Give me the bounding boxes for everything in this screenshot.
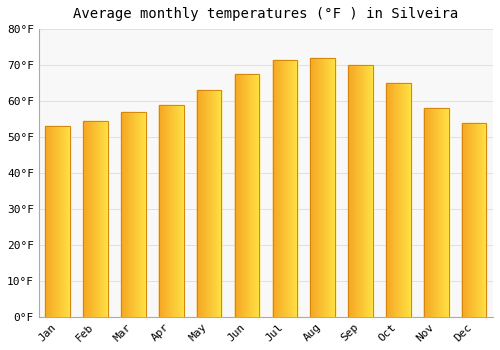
Bar bbox=[46, 126, 70, 317]
Bar bbox=[348, 65, 373, 317]
Bar bbox=[310, 58, 335, 317]
Bar bbox=[272, 60, 297, 317]
Title: Average monthly temperatures (°F ) in Silveira: Average monthly temperatures (°F ) in Si… bbox=[74, 7, 458, 21]
Bar bbox=[159, 105, 184, 317]
Bar bbox=[424, 108, 448, 317]
Bar bbox=[121, 112, 146, 317]
Bar bbox=[234, 74, 260, 317]
Bar bbox=[84, 121, 108, 317]
Bar bbox=[386, 83, 410, 317]
Bar bbox=[462, 122, 486, 317]
Bar bbox=[197, 90, 222, 317]
